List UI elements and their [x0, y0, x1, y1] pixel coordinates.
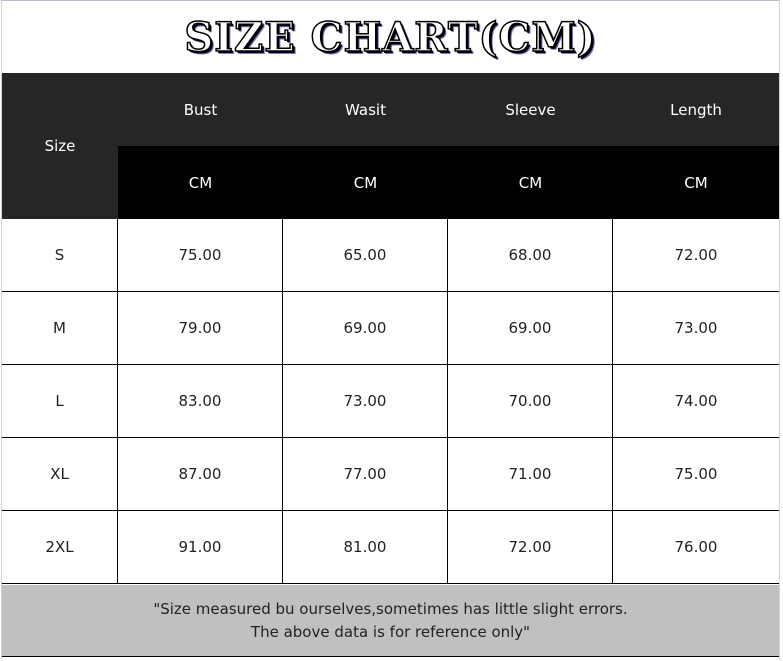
column-header: Bust [118, 73, 283, 146]
column-header: Length [613, 73, 779, 146]
value-cell: 69.00 [448, 292, 613, 365]
unit-header: CM [613, 146, 779, 219]
value-cell: 69.00 [283, 292, 448, 365]
value-cell: 79.00 [118, 292, 283, 365]
value-cell: 77.00 [283, 438, 448, 511]
value-cell: 65.00 [283, 219, 448, 292]
value-cell: 75.00 [118, 219, 283, 292]
value-cell: 81.00 [283, 511, 448, 584]
size-header: Size [2, 73, 118, 219]
value-cell: 87.00 [118, 438, 283, 511]
unit-header: CM [118, 146, 283, 219]
size-cell: XL [2, 438, 118, 511]
value-cell: 68.00 [448, 219, 613, 292]
value-cell: 70.00 [448, 365, 613, 438]
size-cell: 2XL [2, 511, 118, 584]
value-cell: 75.00 [613, 438, 779, 511]
column-header: Sleeve [448, 73, 613, 146]
footer-note: "Size measured bu ourselves,sometimes ha… [2, 585, 779, 657]
value-cell: 74.00 [613, 365, 779, 438]
value-cell: 73.00 [613, 292, 779, 365]
value-cell: 91.00 [118, 511, 283, 584]
footer-line-1: "Size measured bu ourselves,sometimes ha… [153, 599, 628, 618]
size-cell: L [2, 365, 118, 438]
value-cell: 72.00 [448, 511, 613, 584]
value-cell: 83.00 [118, 365, 283, 438]
value-cell: 71.00 [448, 438, 613, 511]
size-cell: S [2, 219, 118, 292]
size-cell: M [2, 292, 118, 365]
value-cell: 72.00 [613, 219, 779, 292]
value-cell: 76.00 [613, 511, 779, 584]
footer-line-2: The above data is for reference only" [250, 622, 531, 641]
chart-title: SIZE CHART(CM) [184, 13, 597, 62]
unit-header: CM [448, 146, 613, 219]
value-cell: 73.00 [283, 365, 448, 438]
column-header: Wasit [283, 73, 448, 146]
unit-header: CM [283, 146, 448, 219]
